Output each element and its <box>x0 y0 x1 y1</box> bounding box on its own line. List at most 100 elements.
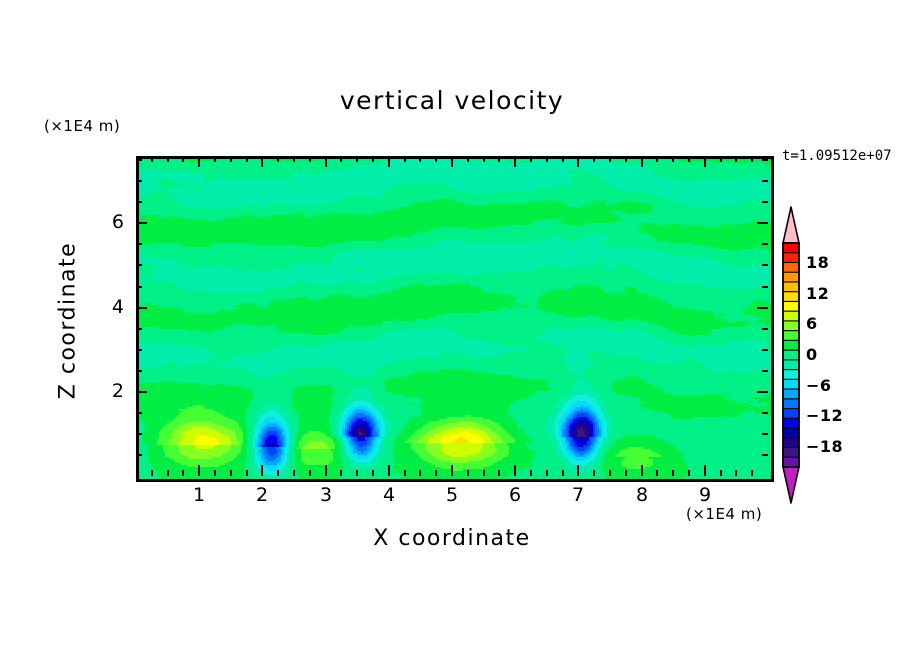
colorbar-tick-label: 18 <box>806 253 830 273</box>
x-axis-tick-top <box>704 156 706 167</box>
x-axis-tick-top <box>625 156 627 162</box>
x-axis-tick-bottom <box>214 470 216 476</box>
x-axis-tick-label: 6 <box>508 484 522 506</box>
x-axis-tick-top <box>309 156 311 162</box>
x-axis-tick-top <box>404 156 406 162</box>
x-axis-tick-top <box>340 156 342 162</box>
x-axis-tick-top <box>593 156 595 162</box>
x-axis-tick-top <box>641 156 643 167</box>
x-axis-tick-bottom <box>340 470 342 476</box>
x-axis-tick-bottom <box>277 470 279 476</box>
x-axis-tick-label: 5 <box>445 484 459 506</box>
x-axis-tick-label: 3 <box>319 484 333 506</box>
x-axis-tick-top <box>372 156 374 162</box>
x-axis-tick-top <box>577 156 579 167</box>
x-axis-tick-bottom <box>404 470 406 476</box>
x-axis-tick-label: 4 <box>382 484 396 506</box>
x-axis-tick-bottom <box>419 470 421 476</box>
y-axis-tick-right <box>762 454 768 456</box>
x-axis-tick-bottom <box>167 470 169 476</box>
x-axis-tick-bottom <box>451 465 453 476</box>
colorbar-tick-label: −12 <box>806 406 844 426</box>
y-axis-tick-left <box>136 307 147 309</box>
x-axis-tick-top <box>672 156 674 162</box>
chart-title: vertical velocity <box>339 86 565 115</box>
y-axis-tick-right <box>762 328 768 330</box>
contour-plot-area <box>136 156 774 482</box>
x-axis-tick-bottom <box>261 465 263 476</box>
x-axis-tick-bottom <box>372 470 374 476</box>
colorbar-gradient <box>782 206 800 504</box>
x-axis-tick-top <box>246 156 248 162</box>
y-axis-tick-left <box>136 264 142 266</box>
x-axis-tick-top <box>388 156 390 167</box>
y-axis-tick-left <box>136 159 142 161</box>
colorbar-tick-label: 6 <box>806 314 818 334</box>
x-axis-tick-bottom <box>672 470 674 476</box>
y-axis-tick-left <box>136 201 142 203</box>
x-axis-tick-top <box>530 156 532 162</box>
y-axis-tick-left <box>136 433 142 435</box>
x-axis-tick-bottom <box>435 470 437 476</box>
x-axis-tick-bottom <box>577 465 579 476</box>
x-axis-tick-top <box>735 156 737 162</box>
x-axis-tick-bottom <box>182 470 184 476</box>
x-axis-tick-bottom <box>704 465 706 476</box>
x-axis-tick-bottom <box>467 470 469 476</box>
x-axis-tick-top <box>546 156 548 162</box>
y-axis-tick-right <box>762 180 768 182</box>
timestamp-label: t=1.09512e+07 <box>782 148 892 164</box>
colorbar-tick-label: −18 <box>806 436 844 456</box>
x-axis-unit-label: (×1E4 m) <box>686 505 763 523</box>
x-axis-tick-bottom <box>514 465 516 476</box>
y-axis-tick-left <box>136 412 142 414</box>
x-axis-tick-label: 8 <box>635 484 649 506</box>
x-axis-tick-top <box>514 156 516 167</box>
z-axis-unit-label: (×1E4 m) <box>44 117 121 135</box>
x-axis-tick-label: 2 <box>255 484 269 506</box>
x-axis-tick-bottom <box>498 470 500 476</box>
x-axis-tick-top <box>609 156 611 162</box>
x-axis-tick-top <box>483 156 485 162</box>
y-axis-tick-right <box>762 412 768 414</box>
x-axis-tick-top <box>451 156 453 167</box>
x-axis-tick-bottom <box>751 470 753 476</box>
x-axis-tick-label: 7 <box>571 484 585 506</box>
x-axis-tick-top <box>562 156 564 162</box>
y-axis-tick-right <box>762 286 768 288</box>
x-axis-tick-bottom <box>356 470 358 476</box>
x-axis-title: X coordinate <box>373 526 531 551</box>
y-axis-tick-left <box>136 243 142 245</box>
x-axis-tick-bottom <box>625 470 627 476</box>
x-axis-tick-top <box>498 156 500 162</box>
y-axis-tick-left <box>136 328 142 330</box>
y-axis-tick-left <box>136 180 142 182</box>
colorbar-tick-label: −6 <box>806 375 832 395</box>
x-axis-tick-top <box>356 156 358 162</box>
x-axis-tick-top <box>261 156 263 167</box>
x-axis-tick-bottom <box>483 470 485 476</box>
x-axis-tick-bottom <box>388 465 390 476</box>
x-axis-tick-top <box>688 156 690 162</box>
y-axis-tick-right <box>762 370 768 372</box>
y-axis-tick-left <box>136 349 142 351</box>
x-axis-tick-top <box>214 156 216 162</box>
x-axis-tick-bottom <box>246 470 248 476</box>
x-axis-tick-bottom <box>293 470 295 476</box>
y-axis-title: Z coordinate <box>55 241 81 400</box>
y-axis-tick-right <box>762 201 768 203</box>
x-axis-tick-bottom <box>641 465 643 476</box>
x-axis-tick-bottom <box>325 465 327 476</box>
x-axis-tick-bottom <box>230 470 232 476</box>
y-axis-tick-right <box>762 433 768 435</box>
y-axis-tick-left <box>136 286 142 288</box>
y-axis-tick-right <box>762 243 768 245</box>
y-axis-tick-label: 2 <box>111 380 124 402</box>
vertical-velocity-field <box>139 159 771 479</box>
y-axis-tick-left <box>136 391 147 393</box>
x-axis-tick-bottom <box>530 470 532 476</box>
x-axis-tick-bottom <box>720 470 722 476</box>
x-axis-tick-top <box>467 156 469 162</box>
y-axis-tick-right <box>762 264 768 266</box>
x-axis-tick-top <box>656 156 658 162</box>
